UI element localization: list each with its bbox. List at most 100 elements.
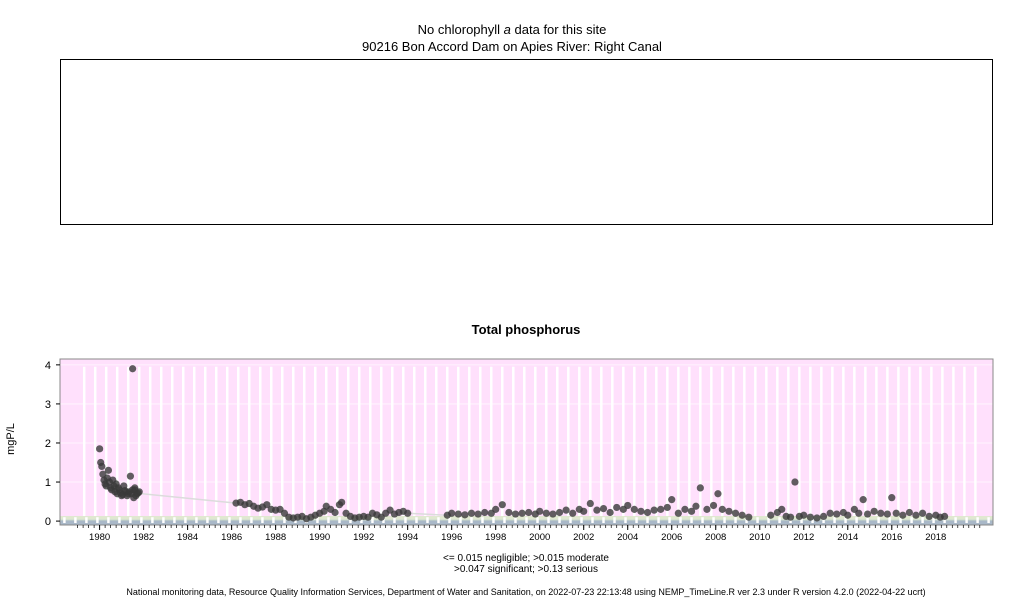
data-point [492, 505, 500, 513]
data-point [613, 503, 621, 512]
data-point [709, 501, 718, 510]
data-point [806, 513, 814, 521]
chart-title: Total phosphorus [471, 322, 581, 337]
x-tick-label: 1998 [485, 532, 506, 543]
data-point [663, 503, 671, 512]
site-title: 90216 Bon Accord Dam on Apies River: Rig… [362, 39, 662, 54]
x-tick-label: 2010 [749, 532, 770, 543]
threshold-band-serious [60, 359, 993, 517]
data-point [481, 508, 489, 517]
data-point [696, 484, 704, 492]
data-point [637, 507, 645, 515]
data-point [888, 494, 896, 502]
data-point [624, 501, 632, 510]
x-tick-label: 2008 [705, 532, 726, 543]
data-point [131, 486, 139, 494]
data-point [467, 509, 476, 517]
data-point [692, 502, 700, 510]
data-point [833, 510, 841, 518]
no-data-title: No chlorophyll a data for this site [0, 22, 1024, 38]
data-point [338, 498, 346, 506]
data-point [599, 504, 608, 513]
data-point [791, 478, 799, 486]
data-point [96, 445, 104, 453]
data-point [859, 496, 867, 504]
data-point [668, 496, 676, 504]
data-point [731, 509, 740, 517]
x-tick-label: 2016 [881, 532, 902, 543]
data-point [98, 462, 106, 471]
data-point [643, 508, 652, 517]
data-point [404, 509, 412, 517]
data-point [826, 509, 834, 517]
data-point [555, 508, 564, 517]
data-point [912, 511, 920, 519]
x-tick-label: 1992 [353, 532, 374, 543]
no-data-suffix: data for this site [514, 22, 607, 37]
x-tick-label: 2004 [617, 532, 638, 543]
y-tick-label: 2 [45, 438, 51, 450]
data-point [718, 505, 726, 513]
data-point [813, 514, 821, 522]
y-tick-label: 4 [45, 360, 51, 372]
data-point [905, 508, 913, 517]
data-point [580, 507, 588, 515]
x-tick-label: 2018 [925, 532, 946, 543]
data-point [104, 466, 113, 474]
data-point [454, 510, 462, 518]
data-point [448, 509, 456, 517]
data-point [542, 509, 550, 517]
threshold-note-2: >0.047 significant; >0.13 serious [454, 564, 598, 575]
data-point [703, 505, 711, 513]
x-tick-label: 1994 [397, 532, 418, 543]
x-tick-label: 1986 [221, 532, 242, 543]
x-tick-label: 1996 [441, 532, 462, 543]
x-tick-label: 1980 [89, 532, 110, 543]
trend-line [134, 492, 237, 504]
data-point [674, 509, 682, 517]
data-point [883, 510, 891, 518]
data-point [518, 509, 526, 517]
no-data-prefix: No chlorophyll [417, 22, 501, 37]
trend-line [407, 512, 448, 516]
no-data-italic: a [503, 22, 511, 37]
x-tick-label: 2000 [529, 532, 550, 543]
data-point [129, 365, 137, 373]
data-point [505, 508, 513, 517]
data-point [745, 513, 753, 521]
data-point [525, 508, 533, 517]
data-point [126, 472, 135, 480]
data-point [606, 508, 614, 517]
data-point [892, 509, 900, 517]
footer-credit: National monitoring data, Resource Quali… [126, 587, 926, 597]
data-point [877, 509, 885, 517]
x-tick-label: 2006 [661, 532, 682, 543]
data-point [863, 510, 872, 518]
data-point [767, 511, 775, 519]
y-tick-label: 3 [45, 399, 51, 411]
data-point [778, 505, 786, 513]
data-point [918, 509, 927, 517]
x-tick-label: 1982 [133, 532, 154, 543]
data-point [800, 511, 808, 519]
x-tick-label: 1984 [177, 532, 198, 543]
data-point [870, 507, 878, 515]
data-point [786, 513, 795, 521]
data-point [940, 512, 949, 521]
data-point [899, 511, 907, 519]
data-point [569, 509, 577, 517]
x-tick-label: 2014 [837, 532, 858, 543]
x-tick-label: 2012 [793, 532, 814, 543]
data-point [593, 506, 601, 514]
data-point [498, 501, 506, 509]
x-tick-label: 1990 [309, 532, 330, 543]
data-point [657, 505, 665, 513]
data-point [844, 511, 852, 519]
data-point [263, 501, 271, 509]
data-point [725, 507, 733, 515]
data-point [681, 505, 689, 513]
data-point [536, 507, 544, 515]
data-point [855, 509, 863, 517]
data-point [474, 510, 482, 518]
